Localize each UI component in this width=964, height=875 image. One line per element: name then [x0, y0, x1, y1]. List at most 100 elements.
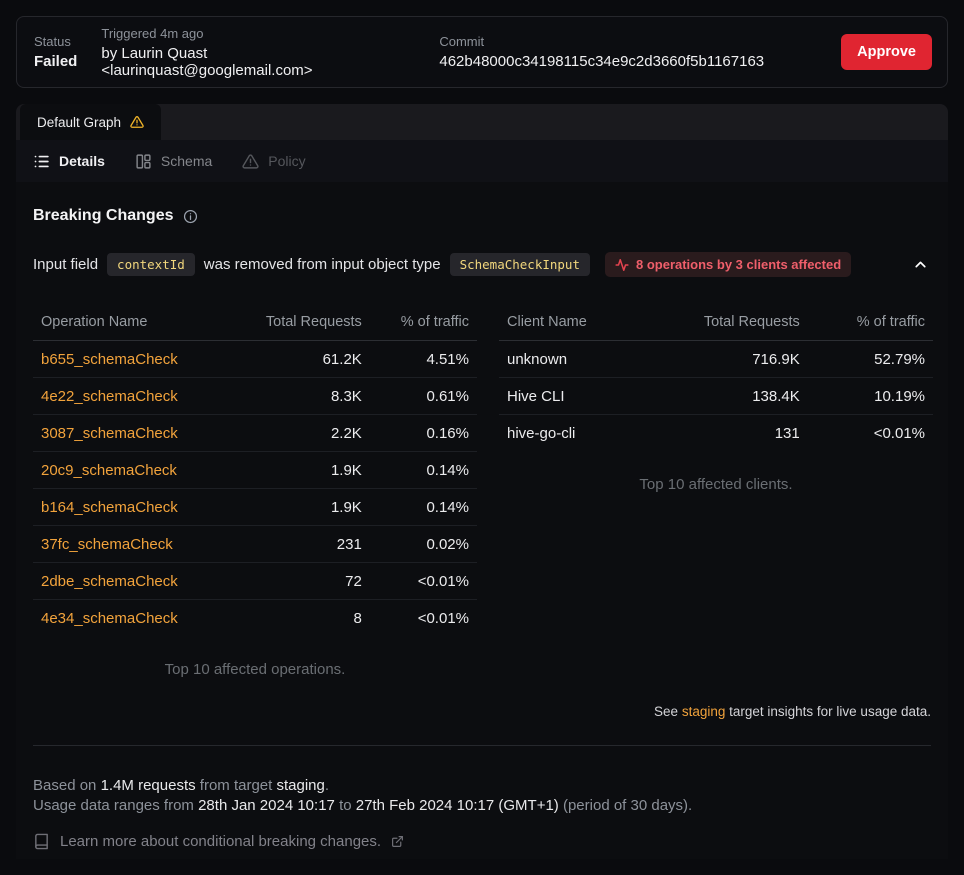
- table-row: 37fc_schemaCheck 231 0.02%: [33, 525, 477, 563]
- collapse-change-button[interactable]: [910, 254, 931, 275]
- tab-details-label: Details: [59, 153, 105, 169]
- operation-link[interactable]: 4e34_schemaCheck: [41, 609, 178, 627]
- range-start: 28th Jan 2024 10:17: [198, 796, 335, 814]
- usage-summary: Based on 1.4M requests from target stagi…: [33, 776, 931, 816]
- list-icon: [33, 153, 50, 170]
- client-name-cell: unknown: [499, 340, 642, 378]
- status-label: Status: [34, 34, 71, 49]
- operations-table-section: Operation Name Total Requests % of traff…: [33, 305, 477, 678]
- field-code-chip: contextId: [107, 253, 195, 276]
- based-prefix: Based on: [33, 776, 97, 794]
- range-to: to: [339, 796, 352, 814]
- type-code-chip: SchemaCheckInput: [449, 253, 590, 276]
- pulse-icon: [615, 258, 629, 272]
- commit-hash: 462b48000c34198115c34e9c2d3660f5b1167163: [439, 53, 765, 70]
- traffic-cell: <0.01%: [417, 609, 469, 627]
- operation-link[interactable]: b164_schemaCheck: [33, 488, 228, 526]
- approve-button[interactable]: Approve: [841, 34, 932, 70]
- operations-caption: Top 10 affected operations.: [164, 660, 346, 678]
- traffic-cell: 0.14%: [369, 488, 477, 526]
- requests-cell: 1.9K: [227, 488, 370, 526]
- operation-link[interactable]: 3087_schemaCheck: [33, 414, 228, 452]
- operations-table: Operation Name Total Requests % of traff…: [33, 305, 477, 637]
- from-target-text: from target: [199, 776, 273, 794]
- check-status-card: Status Failed Triggered 4m ago by Laurin…: [16, 16, 948, 88]
- clients-table-section: Client Name Total Requests % of traffic …: [499, 305, 933, 493]
- requests-cell: 1.9K: [227, 451, 370, 489]
- traffic-cell: <0.01%: [369, 562, 477, 600]
- clients-caption: Top 10 affected clients.: [639, 475, 793, 493]
- affected-usage-badge[interactable]: 8 operations by 3 clients affected: [604, 252, 852, 277]
- operation-link[interactable]: 2dbe_schemaCheck: [33, 562, 228, 600]
- clients-header-row: Client Name Total Requests % of traffic: [499, 305, 933, 341]
- requests-cell: 8.3K: [227, 377, 370, 415]
- range-prefix: Usage data ranges from: [33, 796, 194, 814]
- policy-warning-icon: [242, 153, 259, 170]
- target-name: staging: [276, 776, 325, 794]
- requests-cell: 72: [227, 562, 370, 600]
- col-client-name: Client Name: [499, 305, 642, 341]
- book-icon: [33, 833, 50, 850]
- table-row: 2dbe_schemaCheck 72 <0.01%: [33, 562, 477, 600]
- col-total-requests: Total Requests: [227, 305, 370, 341]
- schema-icon: [135, 153, 152, 170]
- status-column: Status Failed: [34, 34, 77, 70]
- triggered-column: Triggered 4m ago by Laurin Quast <laurin…: [101, 26, 415, 79]
- tab-default-graph[interactable]: Default Graph: [20, 104, 162, 140]
- triggered-label: Triggered 4m ago: [101, 25, 204, 41]
- learn-more-link[interactable]: Learn more about conditional breaking ch…: [33, 833, 404, 850]
- info-icon[interactable]: [183, 209, 198, 224]
- table-row: 4e22_schemaCheck 8.3K 0.61%: [33, 377, 477, 415]
- traffic-cell: 0.14%: [369, 451, 477, 489]
- affected-usage-label: 8 operations by 3 clients affected: [635, 257, 842, 272]
- breaking-change-row: Input field contextId was removed from i…: [33, 252, 931, 277]
- commit-column: Commit 462b48000c34198115c34e9c2d3660f5b…: [439, 34, 764, 70]
- insights-suffix: target insights for live usage data.: [729, 703, 931, 719]
- col-traffic: % of traffic: [807, 305, 933, 341]
- tab-policy[interactable]: Policy: [242, 153, 306, 170]
- staging-target-link[interactable]: staging: [681, 703, 726, 719]
- usage-tables: Operation Name Total Requests % of traff…: [33, 305, 933, 678]
- breaking-changes-heading: Breaking Changes: [33, 207, 931, 225]
- operation-link[interactable]: 37fc_schemaCheck: [33, 525, 228, 563]
- requests-cell: 131: [774, 424, 800, 442]
- target-insights-note: See staging target insights for live usa…: [33, 704, 931, 719]
- table-row: hive-go-cli 131 <0.01%: [499, 415, 933, 452]
- col-traffic: % of traffic: [369, 305, 477, 341]
- dot: .: [324, 776, 330, 794]
- tab-schema[interactable]: Schema: [135, 153, 212, 170]
- requests-cell: 231: [227, 525, 370, 563]
- external-link-icon: [391, 835, 404, 848]
- status-value: Failed: [34, 53, 78, 70]
- table-row: b164_schemaCheck 1.9K 0.14%: [33, 488, 477, 526]
- tab-details[interactable]: Details: [33, 153, 105, 170]
- client-name-cell: Hive CLI: [499, 377, 642, 415]
- operation-link[interactable]: b655_schemaCheck: [33, 340, 228, 378]
- table-row: Hive CLI 138.4K 10.19%: [499, 377, 933, 415]
- tab-schema-label: Schema: [160, 153, 213, 169]
- range-end: 27th Feb 2024 10:17 (GMT+1): [355, 796, 559, 814]
- traffic-cell: 10.19%: [807, 377, 933, 415]
- request-count: 1.4M requests: [100, 776, 196, 794]
- operations-header-row: Operation Name Total Requests % of traff…: [33, 305, 477, 341]
- traffic-cell: <0.01%: [873, 424, 925, 442]
- operation-link[interactable]: 20c9_schemaCheck: [33, 451, 228, 489]
- traffic-cell: 52.79%: [807, 340, 933, 378]
- check-subnav: Details Schema Policy: [16, 140, 948, 182]
- table-row: unknown 716.9K 52.79%: [499, 340, 933, 378]
- usage-summary-line2: Usage data ranges from 28th Jan 2024 10:…: [33, 796, 931, 816]
- usage-summary-line1: Based on 1.4M requests from target stagi…: [33, 776, 931, 796]
- warning-icon: [130, 115, 144, 129]
- insights-prefix: See: [654, 703, 679, 719]
- requests-cell: 138.4K: [641, 377, 808, 415]
- chevron-up-icon: [912, 256, 929, 273]
- client-name-cell: hive-go-cli: [507, 424, 576, 442]
- requests-cell: 2.2K: [227, 414, 370, 452]
- schema-check-panel: Default Graph Details Schema Policy: [16, 104, 948, 859]
- graph-tab-label: Default Graph: [37, 114, 122, 130]
- traffic-cell: 0.61%: [369, 377, 477, 415]
- tab-policy-label: Policy: [268, 153, 306, 169]
- requests-cell: 8: [353, 609, 362, 627]
- operation-link[interactable]: 4e22_schemaCheck: [33, 377, 228, 415]
- requests-cell: 716.9K: [641, 340, 808, 378]
